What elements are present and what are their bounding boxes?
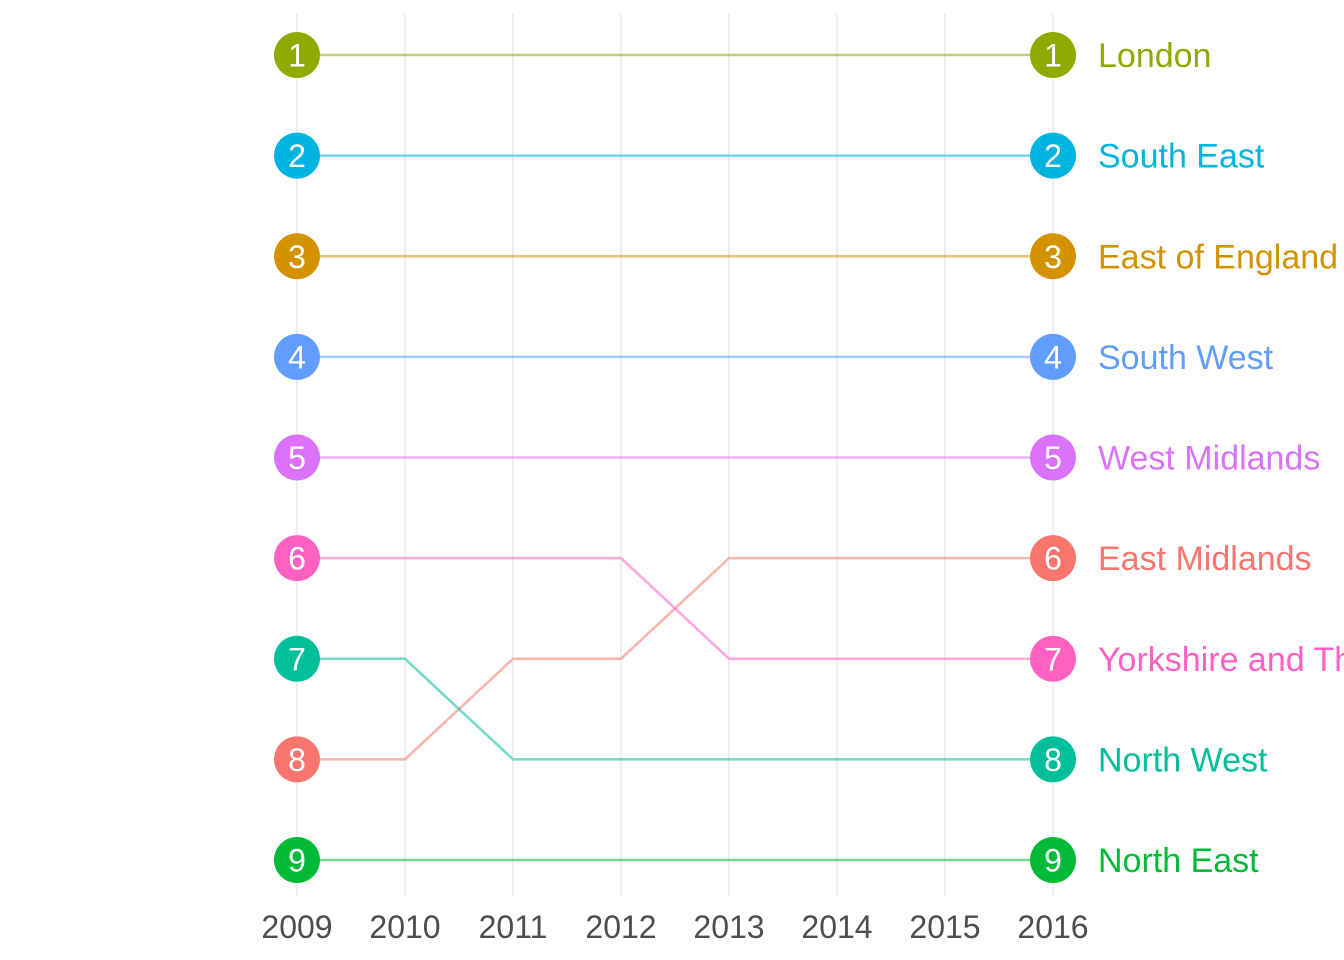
data-point bbox=[274, 434, 320, 481]
data-point bbox=[1030, 736, 1076, 783]
rank-label: 4 bbox=[1044, 339, 1062, 375]
x-tick-label: 2012 bbox=[585, 909, 656, 945]
x-tick-label: 2011 bbox=[479, 909, 548, 945]
series-label-east-midlands: East Midlands bbox=[1098, 540, 1312, 578]
rank-badge-north-east-2016: 9 bbox=[1030, 837, 1076, 883]
rank-label: 3 bbox=[288, 239, 306, 275]
rank-badge-south-east-2016: 2 bbox=[1030, 132, 1076, 179]
x-axis-ticks: 2009 2010 2011 2012 2013 2014 2015 2016 bbox=[261, 909, 1088, 945]
rank-label: 6 bbox=[288, 541, 306, 577]
series-label-yorkshire-and-the-humber: Yorkshire and The Humber bbox=[1098, 641, 1344, 679]
series-label-north-west: North West bbox=[1098, 741, 1268, 779]
data-point bbox=[274, 233, 320, 280]
rank-label: 3 bbox=[1044, 239, 1062, 275]
series-line-north-west bbox=[297, 657, 1053, 761]
rank-label: 8 bbox=[1044, 742, 1062, 778]
data-point bbox=[1030, 333, 1076, 380]
data-point bbox=[274, 333, 320, 380]
rank-label: 1 bbox=[288, 38, 306, 74]
rank-label: 2 bbox=[288, 138, 306, 174]
data-point bbox=[1030, 837, 1076, 883]
series-end-labels: London South East East of England South Wes… bbox=[1098, 37, 1344, 880]
x-tick-label: 2010 bbox=[369, 909, 440, 945]
x-tick-label: 2016 bbox=[1017, 909, 1088, 945]
data-point bbox=[1030, 535, 1076, 582]
rank-badge-west-midlands-2016: 5 bbox=[1030, 434, 1076, 481]
rank-badge-east-of-england-2016: 3 bbox=[1030, 233, 1076, 280]
series-line-yorkshire-and-the-humber bbox=[297, 556, 1053, 661]
series-label-south-east: South East bbox=[1098, 138, 1265, 176]
series-label-south-west: South West bbox=[1098, 339, 1274, 377]
rank-badges: 1 1 2 2 3 3 4 4 5 5 8 6 6 7 7 8 9 9 bbox=[274, 32, 1076, 883]
rank-badge-south-west-2009: 4 bbox=[274, 333, 320, 380]
rank-label: 4 bbox=[288, 339, 306, 375]
x-tick-label: 2013 bbox=[693, 909, 764, 945]
data-point bbox=[1030, 635, 1076, 682]
rank-badge-north-west-2009: 7 bbox=[274, 635, 320, 682]
rank-label: 8 bbox=[288, 742, 306, 778]
rank-label: 9 bbox=[288, 843, 306, 879]
data-point bbox=[1030, 434, 1076, 481]
series-label-london: London bbox=[1098, 37, 1211, 75]
rank-badge-east-of-england-2009: 3 bbox=[274, 233, 320, 280]
data-point bbox=[274, 32, 320, 78]
rank-label: 9 bbox=[1044, 843, 1062, 879]
rank-label: 5 bbox=[288, 440, 306, 476]
rank-label: 6 bbox=[1044, 541, 1062, 577]
gridlines bbox=[296, 14, 1054, 896]
rank-badge-west-midlands-2009: 5 bbox=[274, 434, 320, 481]
rank-badge-south-west-2016: 4 bbox=[1030, 333, 1076, 380]
x-tick-label: 2014 bbox=[801, 909, 872, 945]
rank-badge-london-2016: 1 bbox=[1030, 32, 1076, 78]
rank-label: 7 bbox=[288, 641, 306, 677]
rank-badge-yorkshire-and-the-humber-2009: 6 bbox=[274, 535, 320, 582]
data-point bbox=[1030, 132, 1076, 179]
rank-badge-east-midlands-2016: 6 bbox=[1030, 535, 1076, 582]
rank-badge-london-2009: 1 bbox=[274, 32, 320, 78]
rank-badge-north-west-2016: 8 bbox=[1030, 736, 1076, 783]
data-point bbox=[1030, 233, 1076, 280]
data-point bbox=[274, 736, 320, 783]
rank-badge-east-midlands-2009: 8 bbox=[274, 736, 320, 783]
rank-label: 5 bbox=[1044, 440, 1062, 476]
series-lines bbox=[297, 53, 1053, 862]
rank-badge-yorkshire-and-the-humber-2016: 7 bbox=[1030, 635, 1076, 682]
data-point bbox=[274, 132, 320, 179]
rank-label: 7 bbox=[1044, 641, 1062, 677]
x-tick-label: 2015 bbox=[909, 909, 980, 945]
data-point bbox=[274, 535, 320, 582]
data-point bbox=[1030, 32, 1076, 78]
rank-label: 2 bbox=[1044, 138, 1062, 174]
rank-badge-south-east-2009: 2 bbox=[274, 132, 320, 179]
series-label-east-of-england: East of England bbox=[1098, 238, 1338, 276]
rank-label: 1 bbox=[1044, 38, 1062, 74]
series-label-north-east: North East bbox=[1098, 842, 1259, 880]
rank-badge-north-east-2009: 9 bbox=[274, 837, 320, 883]
data-point bbox=[274, 837, 320, 883]
data-point bbox=[274, 635, 320, 682]
series-label-west-midlands: West Midlands bbox=[1098, 440, 1320, 478]
x-tick-label: 2009 bbox=[261, 909, 332, 945]
